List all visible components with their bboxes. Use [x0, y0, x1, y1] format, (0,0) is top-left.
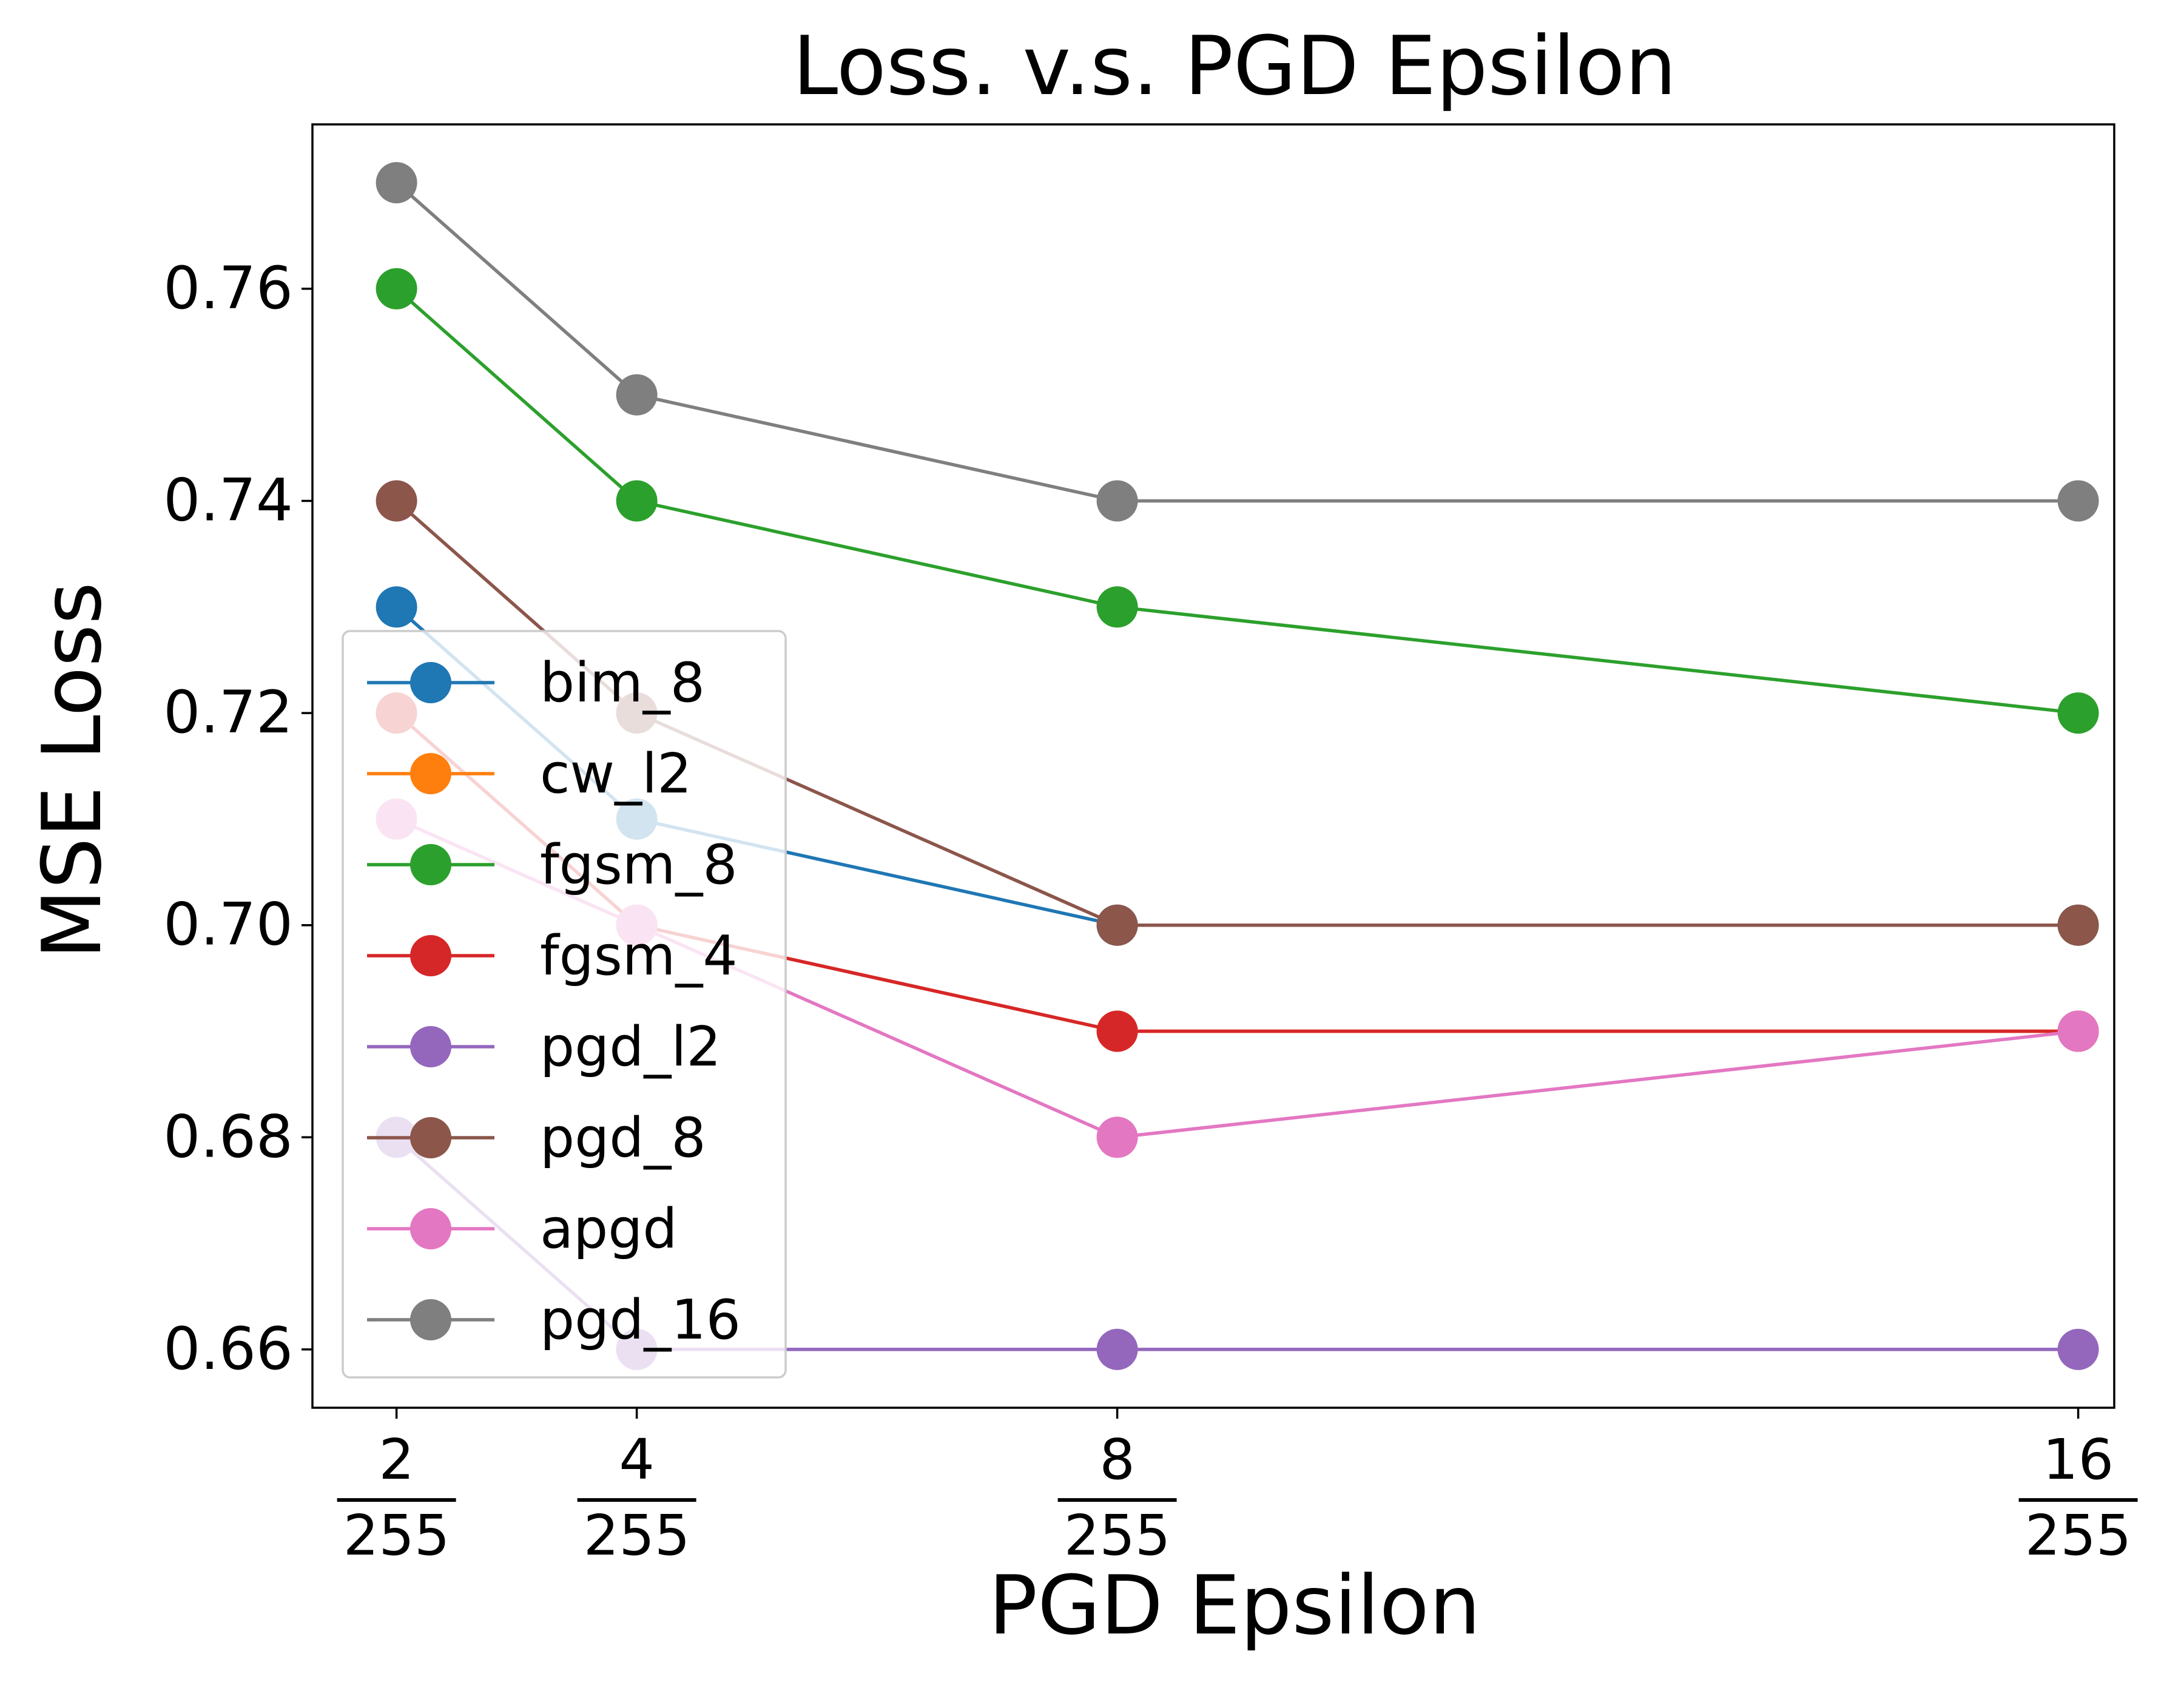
data-point-bim_8-0 [376, 586, 417, 628]
legend-label-pgd_16: pgd_16 [540, 1288, 741, 1352]
data-point-fgsm_8-0 [376, 268, 417, 309]
y-tick-label-2: 0.70 [163, 891, 293, 959]
y-axis-label: MSE Loss [25, 582, 120, 959]
data-point-pgd_l2-3 [2057, 1328, 2099, 1370]
series-line-pgd_16 [394, 181, 2080, 503]
data-point-fgsm_8-1 [616, 480, 658, 522]
x-tick-numerator-1: 4 [619, 1427, 655, 1492]
legend-label-pgd_8: pgd_8 [540, 1106, 706, 1170]
data-point-pgd_16-2 [1096, 480, 1138, 522]
y-tick-label-5: 0.76 [163, 254, 293, 322]
legend-marker-bim_8 [410, 662, 451, 703]
legend-box [342, 630, 787, 1379]
data-point-pgd_8-3 [2057, 904, 2099, 946]
legend-marker-cw_l2 [410, 753, 451, 794]
legend-marker-fgsm_8 [410, 844, 451, 885]
data-point-apgd-3 [2057, 1010, 2099, 1052]
series-line-pgd_8 [394, 499, 2080, 927]
data-point-pgd_8-0 [376, 480, 417, 522]
x-tick-denominator-1: 255 [584, 1503, 690, 1568]
axis-ticks: 0.66 0.68 0.70 0.72 0.74 0.76 2 255 4 255 8 255 16 25… [163, 254, 2138, 1568]
legend-label-cw_l2: cw_l2 [540, 742, 692, 806]
chart-title: Loss. v.s. PGD Epsilon [793, 19, 1677, 113]
data-point-fgsm_8-3 [2057, 692, 2099, 734]
series-line-fgsm_8 [394, 287, 2080, 715]
legend-label-bim_8: bim_8 [540, 651, 705, 715]
legend-marker-fgsm_4 [410, 935, 451, 976]
x-tick-denominator-3: 255 [2025, 1503, 2132, 1568]
y-tick-label-4: 0.74 [163, 467, 293, 535]
y-tick-label-1: 0.68 [163, 1103, 293, 1170]
axes-frame [311, 123, 2115, 1409]
y-tick-label-3: 0.72 [163, 678, 293, 746]
data-point-pgd_16-0 [376, 162, 417, 204]
legend-label-apgd: apgd [540, 1197, 678, 1261]
data-point-pgd_16-1 [616, 374, 658, 416]
legend-marker-pgd_8 [410, 1117, 451, 1158]
x-tick-denominator-0: 255 [343, 1503, 450, 1568]
x-tick-numerator-0: 2 [379, 1427, 414, 1492]
x-tick-numerator-3: 16 [2043, 1427, 2114, 1492]
data-point-pgd_l2-2 [1096, 1328, 1138, 1370]
legend-label-pgd_l2: pgd_l2 [540, 1015, 721, 1079]
legend-marker-pgd_16 [410, 1299, 451, 1340]
legend-label-fgsm_8: fgsm_8 [540, 833, 738, 897]
x-axis-label: PGD Epsilon [988, 1558, 1480, 1653]
x-tick-numerator-2: 8 [1099, 1427, 1135, 1492]
data-point-apgd-2 [1096, 1116, 1138, 1158]
data-point-pgd_8-2 [1096, 904, 1138, 946]
legend-marker-apgd [410, 1208, 451, 1249]
data-point-fgsm_8-2 [1096, 586, 1138, 628]
legend-marker-pgd_l2 [410, 1026, 451, 1067]
data-point-pgd_16-3 [2057, 480, 2099, 522]
legend-label-fgsm_4: fgsm_4 [540, 924, 738, 988]
x-tick-denominator-2: 255 [1064, 1503, 1171, 1568]
y-tick-label-0: 0.66 [163, 1315, 293, 1383]
data-point-fgsm_4-2 [1096, 1010, 1138, 1052]
